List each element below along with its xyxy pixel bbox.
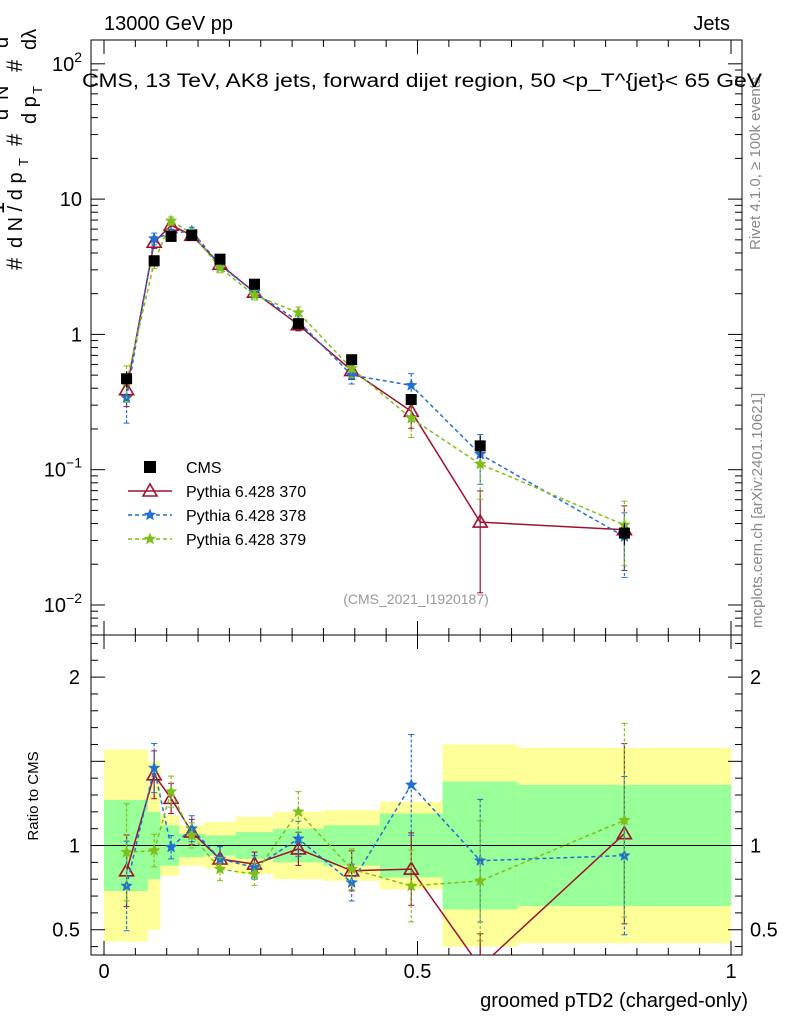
ratio-tick-label-right: 1 [750, 836, 761, 858]
ratio-point [248, 867, 261, 880]
cms-point [186, 229, 198, 241]
x-axis-label: groomed pTD2 (charged-only) [480, 990, 748, 1012]
ratio-point [147, 843, 161, 856]
cms-point [618, 527, 630, 539]
ratio-point [147, 761, 161, 774]
y-tick-label: 102 [52, 49, 82, 76]
svg-text:d N / d p: d N / d p [5, 172, 27, 248]
ratio-tick-label-left: 0.5 [52, 920, 80, 942]
ratio-point [345, 862, 359, 875]
ratio-point [473, 960, 487, 972]
legend-label: Pythia 6.428 370 [186, 484, 306, 501]
data-point [473, 457, 487, 470]
legend: CMS Pythia 6.428 370 Pythia 6.428 378 Pythi… [128, 460, 306, 549]
data-point [164, 214, 178, 227]
legend-label: CMS [186, 460, 222, 477]
analysis-id: (CMS_2021_I1920187) [343, 591, 489, 607]
x-tick-label: 0.5 [404, 961, 432, 983]
chart-title: CMS, 13 TeV, AK8 jets, forward dijet reg… [82, 71, 762, 92]
data-point [404, 411, 418, 424]
svg-text:d p: d p [19, 96, 41, 124]
main-ylabel: # d N / d p T 1 # d p T d 2 N # d dλ [0, 29, 45, 270]
data-point [471, 513, 489, 528]
header-left: 13000 GeV pp [104, 13, 233, 35]
ratio-point [473, 874, 487, 887]
cms-point [474, 440, 486, 452]
ratio-tick-label-left: 1 [69, 836, 80, 858]
series-line [125, 219, 625, 526]
svg-text:N: N [0, 86, 13, 100]
svg-text:#: # [2, 257, 27, 270]
rivet-label: Rivet 4.1.0, ≥ 100k events [747, 77, 764, 250]
legend-marker-cms [144, 461, 156, 473]
svg-text:dλ: dλ [19, 29, 41, 50]
cms-point [148, 255, 160, 267]
cms-point [292, 318, 304, 330]
ratio-tick-label-left: 2 [69, 667, 80, 689]
ratio-point [618, 813, 631, 826]
ratio-line [126, 789, 625, 887]
ratio-line [125, 767, 625, 887]
legend-label: Pythia 6.428 379 [186, 532, 306, 549]
svg-text:d: d [0, 37, 13, 48]
svg-text:#: # [2, 133, 27, 146]
ratio-point [164, 840, 178, 853]
cms-data [121, 229, 630, 545]
y-tick-label: 10−2 [44, 590, 82, 617]
ratio-point [404, 879, 418, 892]
y-tick-label: 10 [60, 189, 82, 211]
svg-text:T: T [16, 158, 31, 166]
ratio-point [185, 828, 199, 841]
data-point [145, 233, 163, 249]
ratio-ylabel: Ratio to CMS [25, 751, 42, 840]
data-point [292, 305, 305, 318]
series-layer [118, 214, 633, 972]
cms-point [214, 253, 226, 265]
cms-point [165, 230, 177, 242]
ratio-point [402, 860, 420, 875]
mcplots-label: mcplots.cern.ch [arXiv:2401.10621] [749, 393, 766, 628]
data-point [345, 361, 359, 374]
header-right: Jets [693, 13, 730, 35]
ratio-point [404, 778, 418, 791]
ratio-tick-label-right: 0.5 [750, 920, 778, 942]
data-point [147, 231, 161, 245]
legend-marker [143, 532, 157, 545]
ratio-point [120, 845, 133, 858]
legend-marker [141, 482, 159, 497]
series-3-ratio [120, 722, 631, 942]
data-point [213, 261, 227, 274]
y-tick-label: 1 [71, 324, 82, 346]
y-tick-label: 10−1 [44, 455, 82, 482]
ratio-point [213, 862, 227, 875]
cms-point [405, 394, 417, 406]
x-tick-label: 1 [725, 961, 736, 983]
svg-text:#: # [2, 59, 27, 72]
ratio-point [164, 784, 178, 798]
ratio-point [292, 832, 305, 845]
data-point [404, 378, 418, 391]
ratio-tick-label-right: 2 [750, 667, 761, 689]
legend-label: Pythia 6.428 378 [186, 508, 306, 525]
ratio-point [292, 805, 305, 818]
data-point [248, 288, 261, 301]
x-tick-label: 0 [98, 961, 109, 983]
svg-text:1: 1 [0, 202, 9, 214]
svg-text:T: T [30, 86, 45, 94]
cms-point [121, 373, 133, 385]
cms-point [346, 354, 358, 366]
svg-text:d: d [0, 109, 13, 120]
legend-marker [143, 508, 157, 521]
svg-text:2: 2 [0, 101, 3, 108]
cms-point [248, 278, 260, 290]
